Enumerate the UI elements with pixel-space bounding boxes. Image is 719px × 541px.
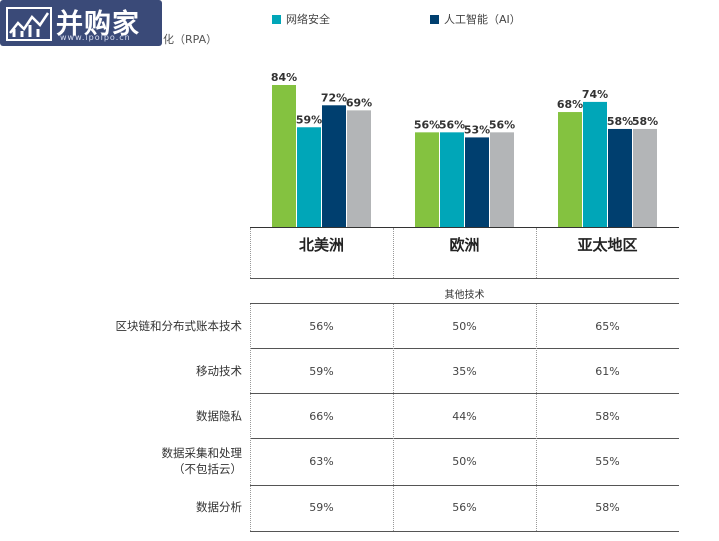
legend-label: 网络安全 — [286, 13, 330, 26]
region-label-apac: 亚太地区 — [577, 236, 638, 254]
table-vertical-rule — [393, 228, 394, 278]
bar-value-label: 72% — [321, 91, 347, 104]
bar-value-label: 68% — [557, 98, 583, 111]
bar-亚太地区-s2 — [608, 128, 632, 227]
table-vertical-rule — [536, 304, 537, 531]
table-divider — [250, 393, 679, 394]
table-cell: 35% — [452, 365, 477, 378]
table-cell: 56% — [309, 320, 334, 333]
table-divider — [250, 303, 679, 304]
legend-item-ai: 人工智能（AI） — [430, 11, 521, 27]
legend-swatch-navy — [430, 14, 439, 24]
bar-北美洲-s0 — [272, 85, 296, 227]
region-label-europe: 欧洲 — [449, 236, 480, 254]
table-divider — [250, 485, 679, 486]
table-cell: 55% — [595, 455, 620, 468]
row-label-mobile: 移动技术 — [196, 364, 242, 378]
table-vertical-rule — [250, 228, 251, 278]
bar-亚太地区-s3 — [633, 128, 657, 227]
table-vertical-rule — [393, 304, 394, 531]
bar-北美洲-s3 — [347, 110, 371, 227]
legend-swatch-teal — [272, 14, 281, 24]
bar-value-label: 69% — [346, 96, 372, 109]
row-label-blockchain: 区块链和分布式账本技术 — [115, 319, 243, 333]
bar-value-label: 74% — [582, 88, 608, 101]
legend-item-cybersecurity: 网络安全 — [272, 11, 330, 27]
region-label-north-america: 北美洲 — [298, 236, 344, 254]
table-cell: 59% — [309, 501, 334, 514]
legend-label-rpa: 化（RPA） — [163, 33, 218, 46]
table-divider — [250, 278, 679, 279]
bar-value-label: 56% — [414, 118, 440, 131]
row-label-data-analytics: 数据分析 — [196, 500, 242, 514]
bar-亚太地区-s0 — [558, 112, 582, 227]
bar-欧洲-s2 — [465, 137, 489, 227]
table-cell: 58% — [595, 410, 620, 423]
table-cell: 59% — [309, 365, 334, 378]
logo-text: 并购家 — [56, 9, 140, 40]
table-cell: 66% — [309, 410, 334, 423]
table-vertical-rule — [250, 304, 251, 531]
table-divider — [250, 531, 679, 532]
bar-北美洲-s2 — [322, 105, 346, 227]
bar-亚太地区-s1 — [583, 101, 607, 227]
table-vertical-rule — [536, 228, 537, 278]
table-cell: 63% — [309, 455, 334, 468]
bar-value-label: 84% — [271, 71, 297, 84]
row-label-data-privacy: 数据隐私 — [196, 409, 242, 423]
table-cell: 58% — [595, 501, 620, 514]
table-divider — [250, 348, 679, 349]
bar-北美洲-s1 — [297, 127, 321, 227]
logo-url: www.ipoipo.cn — [60, 33, 131, 42]
row-label-data-collection: 数据采集和处理 （不包括云） — [161, 446, 243, 476]
bar-欧洲-s1 — [440, 132, 464, 227]
table-cell: 50% — [452, 455, 477, 468]
bar-value-label: 58% — [607, 115, 633, 128]
bar-欧洲-s3 — [490, 132, 514, 227]
legend-label: 人工智能（AI） — [444, 13, 521, 26]
bar-value-label: 56% — [489, 118, 515, 131]
table-cell: 61% — [595, 365, 620, 378]
section-title: 其他技术 — [444, 290, 485, 301]
chart-baseline — [250, 227, 679, 228]
bar-value-label: 56% — [439, 118, 465, 131]
bar-value-label: 58% — [632, 115, 658, 128]
bar-欧洲-s0 — [415, 132, 439, 227]
table-cell: 44% — [452, 410, 477, 423]
table-divider — [250, 438, 679, 439]
site-logo: 并购家 www.ipoipo.cn — [0, 0, 162, 46]
chart-logo-icon — [6, 7, 52, 41]
table-cell: 56% — [452, 501, 477, 514]
bar-value-label: 59% — [296, 113, 322, 126]
table-cell: 65% — [595, 320, 620, 333]
bar-value-label: 53% — [464, 123, 490, 136]
table-cell: 50% — [452, 320, 477, 333]
